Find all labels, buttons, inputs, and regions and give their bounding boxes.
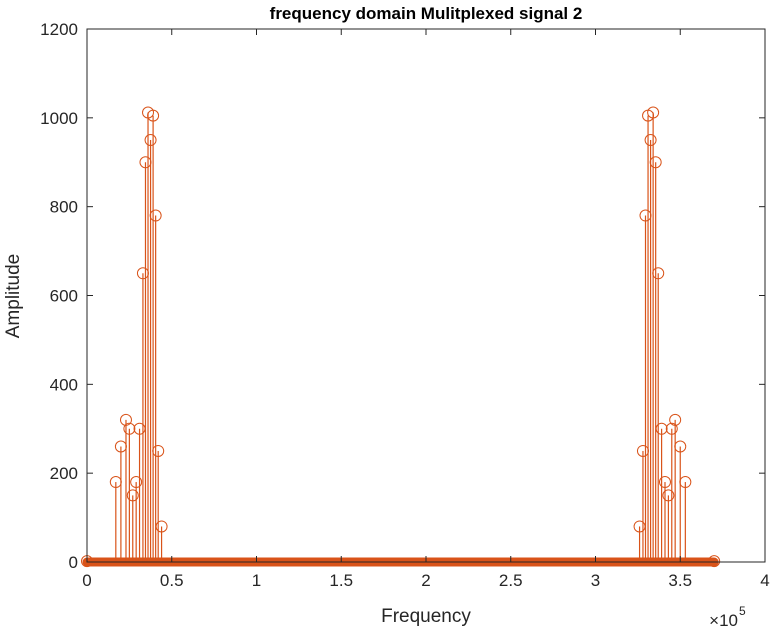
stem-marker: [644, 134, 657, 147]
x-tick-label: 1.5: [329, 571, 353, 590]
x-tick-label: 2: [421, 571, 430, 590]
stem-marker: [647, 106, 660, 119]
stem-marker: [147, 109, 160, 122]
stem-marker: [669, 413, 682, 426]
x-tick-label: 3.5: [668, 571, 692, 590]
stem-marker: [639, 209, 652, 222]
y-tick-label: 800: [50, 198, 78, 217]
stem-marker: [130, 476, 143, 489]
x-tick-label: 3: [591, 571, 600, 590]
y-axis-ticks: 0 200 400 600 800 1000 1200: [40, 20, 765, 572]
y-tick-label: 1000: [40, 109, 78, 128]
y-tick-label: 0: [69, 553, 78, 572]
stem-marker: [665, 422, 678, 435]
markers-layer: [81, 106, 721, 568]
stem-marker: [109, 476, 122, 489]
stem-marker: [139, 156, 152, 169]
stem-marker: [652, 267, 665, 280]
stem-marker: [658, 476, 671, 489]
stem-marker: [662, 489, 675, 502]
stem-marker: [123, 422, 136, 435]
stem-marker: [144, 134, 157, 147]
stem-marker: [136, 267, 149, 280]
stem-marker: [149, 209, 162, 222]
stem-marker: [155, 520, 168, 533]
stem-marker: [674, 440, 687, 453]
stem-marker: [679, 476, 692, 489]
x-axis-ticks: 0 0.5 1 1.5 2 2.5 3 3.5 4: [82, 29, 770, 590]
stem-marker: [133, 422, 146, 435]
stem-marker: [633, 520, 646, 533]
stem-marker: [152, 444, 165, 457]
x-tick-label: 0: [82, 571, 91, 590]
x-tick-label: 1: [252, 571, 261, 590]
stem-marker: [119, 413, 132, 426]
y-tick-label: 600: [50, 287, 78, 306]
stem-marker: [114, 440, 127, 453]
x-exponent-label: ×10: [709, 611, 738, 630]
x-tick-label: 2.5: [499, 571, 523, 590]
x-axis-label: Frequency: [381, 606, 471, 627]
stem-marker: [649, 156, 662, 169]
stems-layer: [86, 112, 715, 562]
x-tick-label: 0.5: [160, 571, 184, 590]
stem-marker: [126, 489, 139, 502]
stem-marker: [636, 444, 649, 457]
stem-marker: [655, 422, 668, 435]
y-tick-label: 200: [50, 464, 78, 483]
y-tick-label: 1200: [40, 20, 78, 39]
x-exponent-power: 5: [739, 604, 746, 618]
y-axis-label: Amplitude: [3, 254, 24, 339]
y-tick-label: 400: [50, 375, 78, 394]
x-tick-label: 4: [760, 571, 769, 590]
chart-title: frequency domain Mulitplexed signal 2: [270, 4, 583, 23]
stem-marker: [708, 555, 721, 568]
